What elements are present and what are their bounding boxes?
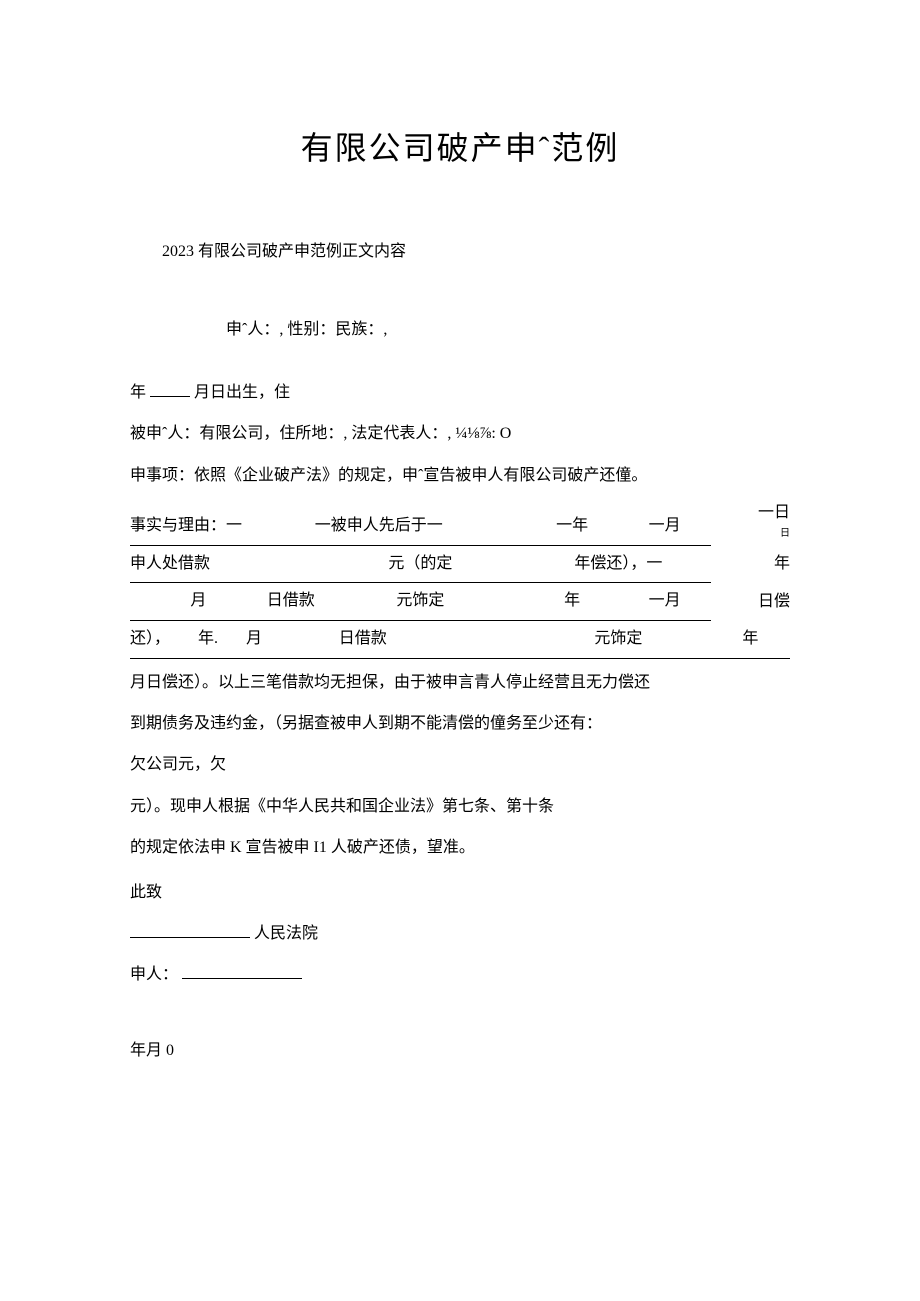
facts-r4c4: 日借款 [315,621,526,659]
respondent-line: 被申ˆ人：有限公司，住所地：, 法定代表人：, ¼⅛⅞: O [130,416,790,451]
facts-table: 事实与理由：一 一被申人先后于一 一年 一月 一日 日 申人处借款 元（的定 年… [130,499,790,659]
facts-r3c3: 元饰定 [315,583,526,621]
signature-blank [182,960,302,979]
facts-r4c6: 年 [711,621,790,659]
facts-row-2: 申人处借款 元（的定 年偿还），一 年 [130,545,790,583]
facts-row-3: 月 日借款 元饰定 年 一月 日偿 [130,583,790,621]
signature-label: 申人： [130,966,178,983]
facts-r2c2: 元（的定 [315,545,526,583]
body-p4: 元）。现申人根据《中华人民共和国企业法》第七条、第十条 [130,789,790,824]
signature-line: 申人： [130,957,790,992]
intro-text: 2023 有限公司破产申范例正文内容 [130,238,790,267]
facts-r2c1: 申人处借款 [130,545,315,583]
closing-line: 此致 [130,875,790,910]
birth-prefix: 年 [130,384,146,401]
court-suffix: 人民法院 [254,925,318,942]
birth-line: 年 月日出生，住 [130,375,790,410]
facts-r1c3: 一年 [526,499,618,545]
applicant-line: 申ˆ人：, 性别：民族：, [130,316,790,345]
birth-blank [150,378,190,397]
facts-r3c4: 年 [526,583,618,621]
date-end-line: 年月 0 [130,1033,790,1068]
page-title: 有限公司破产申ˆ范例 [130,120,790,178]
facts-r2c3: 年偿还），一 [526,545,711,583]
facts-r4c5: 元饰定 [526,621,711,659]
facts-r1c4: 一月 [618,499,710,545]
facts-r3c1: 月 日借款 [130,583,315,621]
body-p5: 的规定依法申 K 宣告被申 I1 人破产还债，望准。 [130,830,790,865]
facts-r1c1: 事实与理由：一 [130,499,315,545]
facts-r3c6: 日偿 [711,583,790,621]
facts-r1c5: 一日 日 [711,499,790,545]
court-line: 人民法院 [130,916,790,951]
court-blank [130,919,250,938]
birth-suffix: 月日出生，住 [194,384,290,401]
facts-r3c5: 一月 [618,583,710,621]
facts-r1c2: 一被申人先后于一 [315,499,526,545]
facts-row-4: 还）， 年. 月 日借款 元饰定 年 [130,621,790,659]
facts-r4c1: 还）， 年. 月 [130,621,315,659]
body-p1: 月日偿还）。以上三笔借款均无担保，由于被申言青人停止经营且无力偿还 [130,665,790,700]
facts-r2c4: 年 [711,545,790,583]
body-p3: 欠公司元，欠 [130,747,790,782]
facts-row-1: 事实与理由：一 一被申人先后于一 一年 一月 一日 日 [130,499,790,545]
matter-line: 申事项：依照《企业破产法》的规定，申ˆ宣告被申人有限公司破产还僮。 [130,458,790,493]
body-p2: 到期债务及违约金，（另据查被申人到期不能清偿的僮务至少还有： [130,706,790,741]
